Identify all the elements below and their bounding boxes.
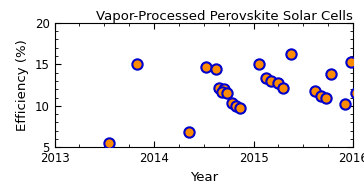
Y-axis label: Efficiency (%): Efficiency (%) [16,39,29,131]
Point [224,92,230,95]
Point [203,65,209,68]
Point [353,92,359,95]
Point [289,53,294,56]
Point [237,107,242,110]
Point [233,104,238,107]
Point [328,73,334,76]
Point [342,103,348,106]
Point [256,63,261,66]
Point [318,94,324,97]
Point [281,86,286,89]
Point [323,96,329,99]
Point [276,82,281,85]
Point [221,88,227,91]
Point [186,131,192,134]
Point [134,63,140,66]
Point [269,79,274,82]
Point [348,60,354,63]
Point [219,90,225,93]
Point [229,102,235,105]
X-axis label: Year: Year [190,171,218,184]
Point [262,77,268,80]
Text: Vapor-Processed Perovskite Solar Cells: Vapor-Processed Perovskite Solar Cells [96,10,353,23]
Point [216,86,222,89]
Point [312,89,318,92]
Point [106,142,112,145]
Point [213,68,219,71]
